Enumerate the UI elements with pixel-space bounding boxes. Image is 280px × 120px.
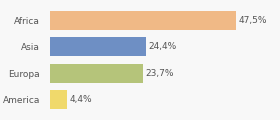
Text: 47,5%: 47,5% (239, 16, 267, 25)
Bar (50, 11, 236, 30)
Text: 4,4%: 4,4% (70, 95, 92, 104)
Bar (50, 90, 67, 109)
Text: 23,7%: 23,7% (146, 69, 174, 78)
Bar (50, 37, 146, 56)
Bar (50, 64, 143, 83)
Text: 24,4%: 24,4% (148, 42, 176, 51)
